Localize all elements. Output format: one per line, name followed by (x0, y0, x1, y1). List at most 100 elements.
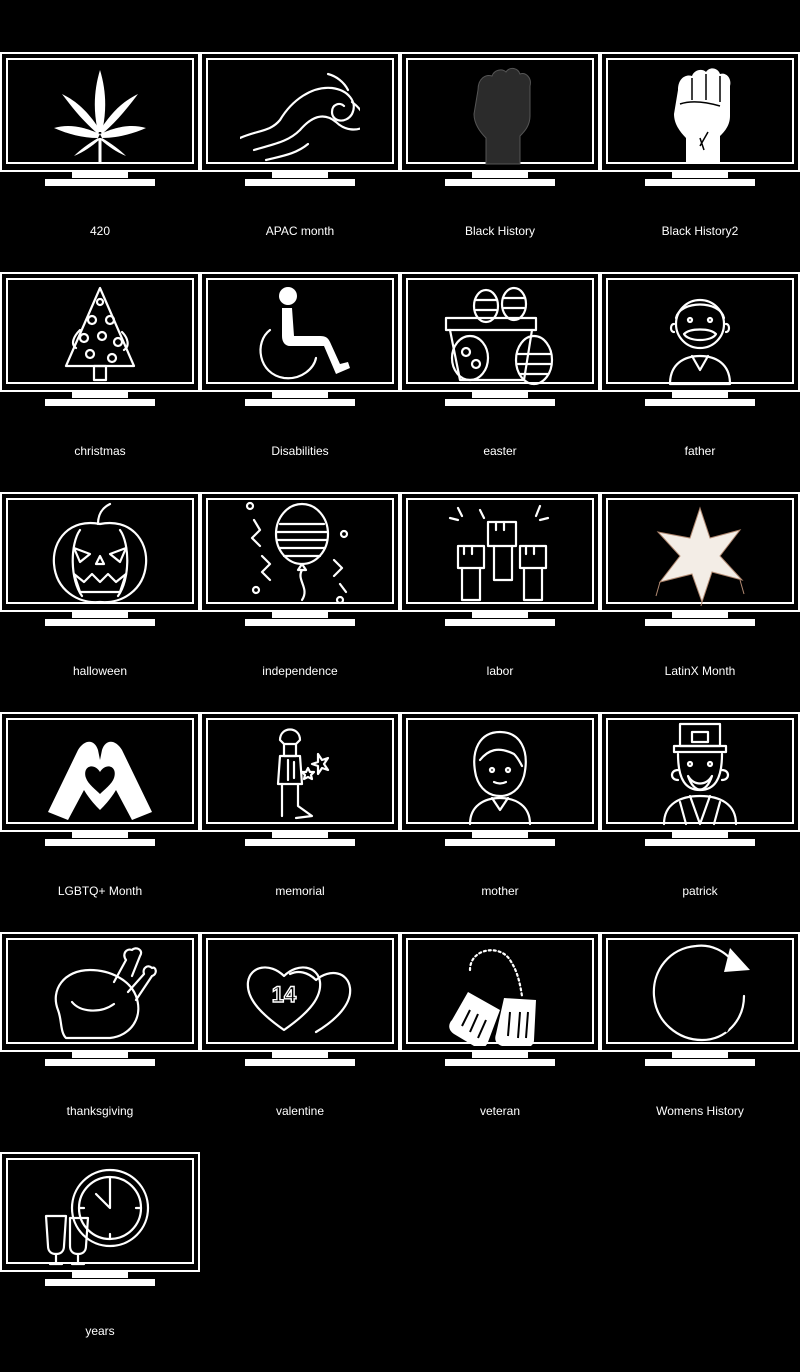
tile-label: 420 (89, 224, 111, 238)
monitor-frame-icon (200, 272, 400, 406)
tile-label: easter (483, 444, 517, 458)
monitor-frame-icon (400, 492, 600, 626)
monitor-thumbnail[interactable] (400, 932, 600, 1072)
roast-turkey-icon (54, 947, 157, 1040)
tile-label: years (85, 1324, 115, 1338)
monitor-frame-icon (400, 272, 600, 406)
holiday-tile[interactable]: memorial (200, 712, 400, 932)
tile-label: mother (481, 884, 519, 898)
monitor-frame-icon (200, 712, 400, 846)
holiday-tile[interactable]: Black History2 (600, 52, 800, 272)
monitor-frame-icon (0, 932, 200, 1066)
tile-label: Black History2 (661, 224, 739, 238)
monitor-frame-icon (0, 272, 200, 406)
monitor-frame-icon (0, 712, 200, 846)
monitor-frame-icon (0, 52, 200, 186)
monitor-thumbnail[interactable] (0, 272, 200, 412)
monitor-thumbnail[interactable] (0, 52, 200, 192)
tile-label: thanksgiving (66, 1104, 134, 1118)
wheelchair-icon (259, 287, 350, 380)
star-pinata-icon (655, 506, 745, 606)
monitor-frame-icon (400, 712, 600, 846)
holiday-tile[interactable]: APAC month (200, 52, 400, 272)
dog-tags-icon (449, 949, 536, 1046)
tile-label: LGBTQ+ Month (57, 884, 143, 898)
holiday-tile[interactable]: halloween (0, 492, 200, 712)
monitor-thumbnail[interactable] (400, 492, 600, 632)
holiday-tile[interactable]: veteran (400, 932, 600, 1152)
leprechaun-icon (662, 722, 738, 826)
monitor-thumbnail[interactable] (0, 492, 200, 632)
monitor-frame-icon (200, 932, 400, 1066)
hearts-14-icon: 14 (246, 966, 352, 1034)
tile-label: Black History (464, 224, 535, 238)
holiday-tile[interactable]: christmas (0, 272, 200, 492)
tile-label: father (684, 444, 716, 458)
monitor-thumbnail[interactable] (600, 932, 800, 1072)
soldier-memorial-icon (276, 728, 330, 820)
holiday-tile[interactable]: independence (200, 492, 400, 712)
heart-hands-icon (48, 741, 152, 820)
holiday-tile[interactable]: 420 (0, 52, 200, 272)
raised-fist-dark-icon (473, 67, 531, 165)
flag-balloon-icon (245, 501, 349, 605)
tile-label: valentine (275, 1104, 325, 1118)
holiday-tile[interactable]: easter (400, 272, 600, 492)
holiday-tile[interactable]: Womens History (600, 932, 800, 1152)
monitor-thumbnail[interactable] (0, 932, 200, 1072)
monitor-thumbnail[interactable] (0, 712, 200, 852)
tile-label: APAC month (265, 224, 335, 238)
monitor-thumbnail[interactable] (200, 492, 400, 632)
christmas-tree-icon (64, 286, 136, 382)
holiday-tile[interactable]: patrick (600, 712, 800, 932)
monitor-frame-icon (0, 492, 200, 626)
monitor-thumbnail[interactable] (600, 492, 800, 632)
jack-o-lantern-icon (52, 502, 148, 604)
holiday-tile[interactable]: mother (400, 712, 600, 932)
tile-label: patrick (682, 884, 718, 898)
monitor-thumbnail[interactable] (200, 52, 400, 192)
holiday-tile[interactable]: labor (400, 492, 600, 712)
raised-fist-light-icon (674, 68, 731, 164)
tile-label: independence (262, 664, 338, 678)
monitor-thumbnail[interactable] (600, 272, 800, 412)
monitor-frame-icon (600, 492, 800, 626)
tile-label: Womens History (656, 1104, 744, 1118)
holiday-tile[interactable]: LGBTQ+ Month (0, 712, 200, 932)
tile-label: LatinX Month (664, 664, 736, 678)
monitor-frame-icon (0, 1152, 200, 1286)
monitor-thumbnail[interactable] (200, 712, 400, 852)
holiday-tile[interactable]: Disabilities (200, 272, 400, 492)
monitor-thumbnail[interactable] (400, 272, 600, 412)
monitor-frame-icon (600, 932, 800, 1066)
valentine-badge-number: 14 (272, 982, 297, 1007)
holiday-tile[interactable]: Black History (400, 52, 600, 272)
tile-label: halloween (72, 664, 128, 678)
holiday-tile[interactable]: 14 valentine (200, 932, 400, 1152)
mother-avatar-icon (468, 730, 532, 826)
clock-champagne-icon (44, 1168, 150, 1266)
father-avatar-icon (668, 298, 732, 386)
monitor-thumbnail[interactable] (200, 272, 400, 412)
raised-fists-icon (448, 504, 550, 602)
monitor-thumbnail[interactable]: 14 (200, 932, 400, 1072)
easter-eggs-basket-icon (444, 286, 554, 386)
holiday-tile[interactable]: father (600, 272, 800, 492)
tile-label: christmas (74, 444, 126, 458)
holiday-tile[interactable]: LatinX Month (600, 492, 800, 712)
monitor-thumbnail[interactable] (400, 712, 600, 852)
venus-symbol-icon (652, 944, 750, 1042)
monitor-frame-icon (200, 492, 400, 626)
monitor-frame-icon (200, 52, 400, 186)
holiday-tile[interactable]: years (0, 1152, 200, 1372)
tile-label: veteran (479, 1104, 521, 1118)
tile-label: memorial (275, 884, 325, 898)
wave-icon (240, 72, 360, 162)
cannabis-leaf-icon (54, 70, 146, 162)
monitor-thumbnail[interactable] (400, 52, 600, 192)
holiday-tile[interactable]: thanksgiving (0, 932, 200, 1152)
tile-label: Disabilities (271, 444, 329, 458)
monitor-thumbnail[interactable] (0, 1152, 200, 1292)
monitor-thumbnail[interactable] (600, 52, 800, 192)
monitor-thumbnail[interactable] (600, 712, 800, 852)
